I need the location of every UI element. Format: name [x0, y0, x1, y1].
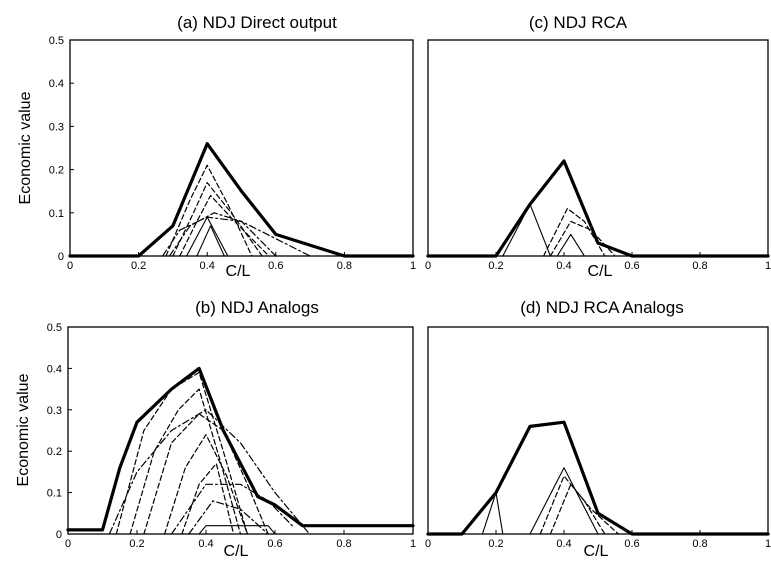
- y-tick-label: 0.3: [49, 121, 64, 133]
- series-line-solid: [529, 467, 599, 535]
- y-axis-label: Economic value: [17, 91, 34, 204]
- x-tick-label: 0: [67, 260, 73, 272]
- x-tick-label: 0.6: [624, 260, 639, 272]
- plot-frame: [427, 39, 769, 257]
- series-line-dashed: [172, 182, 263, 257]
- series-line-dashed: [549, 483, 620, 535]
- series-line-dashdot: [170, 483, 293, 535]
- x-tick-label: 0: [65, 538, 71, 550]
- x-tick-label: 0.4: [556, 260, 571, 272]
- series-line-dashed: [549, 220, 616, 257]
- x-tick-label: 0.8: [337, 260, 352, 272]
- y-tick-label: 0: [58, 251, 64, 263]
- series-line-dashed: [542, 207, 606, 257]
- x-tick-label: 1: [765, 260, 771, 272]
- x-tick-label: 0.2: [488, 538, 503, 550]
- x-tick-label: 1: [410, 538, 416, 550]
- series-line-solid: [198, 525, 276, 535]
- chart-title: (d) NDJ RCA Analogs: [520, 298, 683, 317]
- y-tick-label: 0.2: [49, 165, 64, 177]
- x-tick-label: 0: [425, 260, 431, 272]
- series-line-dashdot: [108, 409, 311, 535]
- plot-frame: [69, 39, 414, 257]
- x-tick-label: 0.2: [129, 538, 144, 550]
- y-tick-label: 0.1: [49, 208, 64, 220]
- x-tick-label: 0.2: [131, 260, 146, 272]
- chart-panel-3: (b) NDJ Analogs 0 0.2 0.4 0.6 0.8 1 0 0.1 0.2 0.3 0…: [15, 298, 416, 560]
- x-axis-label: C/L: [224, 543, 249, 560]
- chart-panel-2: (c) NDJ RCA 0 0.2 0.4 0.6 0.8 1 C/L: [425, 13, 771, 280]
- chart-title: (b) NDJ Analogs: [195, 298, 319, 317]
- series-line-solid: [556, 233, 585, 257]
- series-line-dashed: [181, 463, 235, 535]
- x-tick-label: 1: [410, 260, 416, 272]
- x-tick-label: 0.2: [488, 260, 503, 272]
- x-tick-label: 0: [425, 538, 431, 550]
- x-axis-label: C/L: [226, 263, 251, 280]
- series-line-dashed: [164, 434, 248, 535]
- y-tick-label: 0.3: [47, 405, 62, 417]
- series-line-dashed: [165, 164, 253, 257]
- y-tick-label: 0.4: [47, 363, 62, 375]
- y-tick-label: 0.5: [47, 322, 62, 334]
- y-tick-label: 0: [56, 529, 62, 541]
- series-line-dashed: [539, 475, 606, 535]
- y-tick-label: 0.1: [47, 488, 62, 500]
- x-tick-label: 0.4: [556, 538, 571, 550]
- chart-panel-4: (d) NDJ RCA Analogs 0 0.2 0.4 0.6 0.8 1 C/L: [425, 298, 771, 560]
- series-line-envelope: [68, 142, 415, 258]
- plot-frame: [67, 326, 414, 535]
- series-line-dashed: [115, 371, 248, 535]
- y-tick-label: 0.2: [47, 446, 62, 458]
- series-line-dashdot: [188, 500, 269, 535]
- series-line-solid: [186, 216, 229, 257]
- series-line-envelope: [426, 420, 770, 536]
- x-tick-label: 0.8: [336, 538, 351, 550]
- series-line-envelope: [426, 159, 770, 258]
- series-line-envelope: [66, 366, 415, 532]
- x-tick-label: 1: [765, 538, 771, 550]
- y-tick-label: 0.5: [49, 35, 64, 47]
- plot-frame: [427, 326, 769, 535]
- series-line-dashdot: [168, 212, 277, 257]
- x-tick-label: 0.8: [692, 538, 707, 550]
- y-tick-label: 0.4: [49, 78, 64, 90]
- series-line-dashed: [143, 413, 269, 535]
- x-axis-label: C/L: [584, 543, 609, 560]
- series-line-dashed: [179, 194, 270, 257]
- chart-panel-1: (a) NDJ Direct output 0 0.2 0.4 0.6 0.8 1 0 0.1 0…: [17, 13, 416, 280]
- series-line-dashed: [129, 388, 242, 535]
- series-line-dashdot: [162, 216, 311, 257]
- x-tick-label: 0.8: [692, 260, 707, 272]
- x-axis-label: C/L: [588, 263, 613, 280]
- x-tick-label: 0.4: [198, 538, 213, 550]
- y-axis-label: Economic value: [15, 373, 32, 486]
- x-tick-label: 0.6: [267, 538, 282, 550]
- x-tick-label: 0.4: [200, 260, 215, 272]
- chart-title: (a) NDJ Direct output: [177, 13, 337, 32]
- x-tick-label: 0.6: [268, 260, 283, 272]
- series-line-solid: [196, 225, 225, 257]
- x-tick-label: 0.6: [624, 538, 639, 550]
- chart-title: (c) NDJ RCA: [529, 13, 628, 32]
